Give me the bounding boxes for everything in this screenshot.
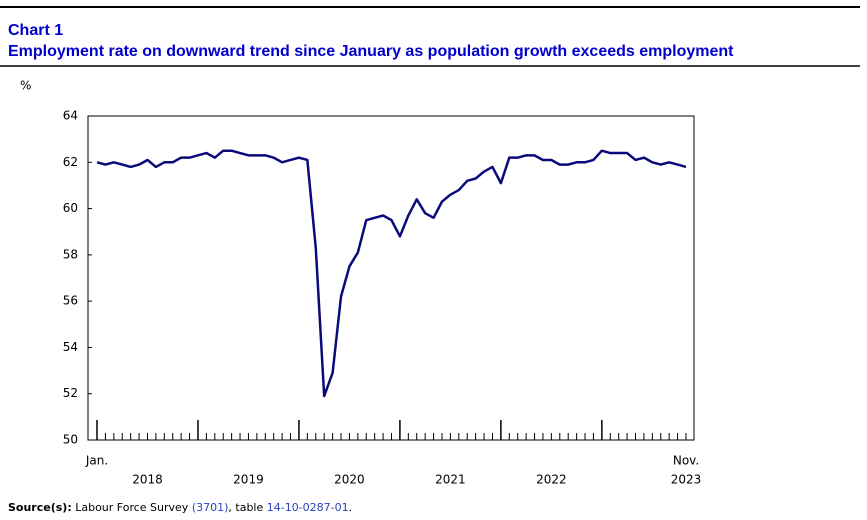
- y-tick-label: 64: [63, 109, 78, 123]
- series-line: [96, 149, 687, 398]
- year-label: 2018: [132, 473, 163, 487]
- year-label: 2020: [334, 473, 365, 487]
- source-text: , table: [228, 501, 266, 514]
- source-text: .: [349, 501, 353, 514]
- y-tick-label: 58: [63, 247, 78, 261]
- x-tick-label: Nov.: [673, 454, 699, 468]
- source-link[interactable]: (3701): [192, 501, 229, 514]
- y-tick-label: 56: [63, 294, 78, 308]
- source-link[interactable]: 14-10-0287-01: [267, 501, 349, 514]
- source-text: Labour Force Survey: [75, 501, 192, 514]
- year-label: 2022: [536, 473, 567, 487]
- year-label: 2023: [671, 473, 702, 487]
- x-tick-label: Jan.: [85, 454, 108, 468]
- y-tick-label: 50: [63, 433, 78, 447]
- source-label: Source(s):: [8, 501, 72, 514]
- y-tick-label: 52: [63, 386, 78, 400]
- y-axis-label: %: [20, 79, 31, 93]
- chart-subtitle: Employment rate on downward trend since …: [8, 43, 734, 60]
- year-label: 2021: [435, 473, 466, 487]
- plot-frame: [87, 115, 695, 441]
- y-tick-label: 62: [63, 155, 78, 169]
- source: Source(s): Labour Force Survey (3701), t…: [8, 501, 352, 514]
- y-tick-label: 54: [63, 340, 78, 354]
- y-tick-label: 60: [63, 201, 78, 215]
- chart-title: Chart 1: [8, 22, 63, 39]
- year-label: 2019: [233, 473, 264, 487]
